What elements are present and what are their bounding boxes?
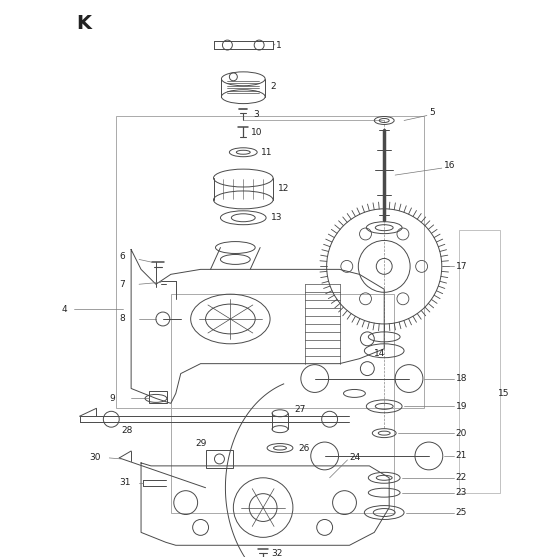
Text: 26: 26 xyxy=(298,444,309,452)
Text: 1: 1 xyxy=(276,40,282,49)
Text: 18: 18 xyxy=(456,374,467,383)
Bar xyxy=(116,115,424,408)
Text: 19: 19 xyxy=(456,402,467,411)
Text: 27: 27 xyxy=(294,405,305,414)
Text: 20: 20 xyxy=(456,428,467,437)
Bar xyxy=(459,230,500,493)
Text: 9: 9 xyxy=(109,394,115,403)
Text: K: K xyxy=(77,14,91,32)
Text: 28: 28 xyxy=(121,426,133,435)
Text: 7: 7 xyxy=(119,280,125,289)
Text: 3: 3 xyxy=(253,110,259,119)
Text: 32: 32 xyxy=(271,549,282,558)
Text: 16: 16 xyxy=(444,161,455,170)
Text: 13: 13 xyxy=(271,213,283,222)
Text: 15: 15 xyxy=(498,389,510,398)
Text: 5: 5 xyxy=(429,108,435,117)
Text: 24: 24 xyxy=(349,454,361,463)
Text: 6: 6 xyxy=(119,252,125,261)
Text: 22: 22 xyxy=(456,473,467,482)
Text: 12: 12 xyxy=(278,184,290,193)
Text: 17: 17 xyxy=(456,262,467,271)
Text: 21: 21 xyxy=(456,451,467,460)
Bar xyxy=(171,294,394,512)
Text: 14: 14 xyxy=(374,349,386,358)
Text: 11: 11 xyxy=(261,148,273,157)
Text: 23: 23 xyxy=(456,488,467,497)
Bar xyxy=(149,391,167,403)
Bar xyxy=(206,450,234,468)
Text: 2: 2 xyxy=(270,82,276,91)
Text: 10: 10 xyxy=(251,128,263,137)
Text: 8: 8 xyxy=(119,315,125,324)
Text: 29: 29 xyxy=(195,438,207,447)
Text: 25: 25 xyxy=(456,508,467,517)
Text: 4: 4 xyxy=(62,305,67,314)
Text: 30: 30 xyxy=(90,454,101,463)
Text: 31: 31 xyxy=(119,478,130,487)
